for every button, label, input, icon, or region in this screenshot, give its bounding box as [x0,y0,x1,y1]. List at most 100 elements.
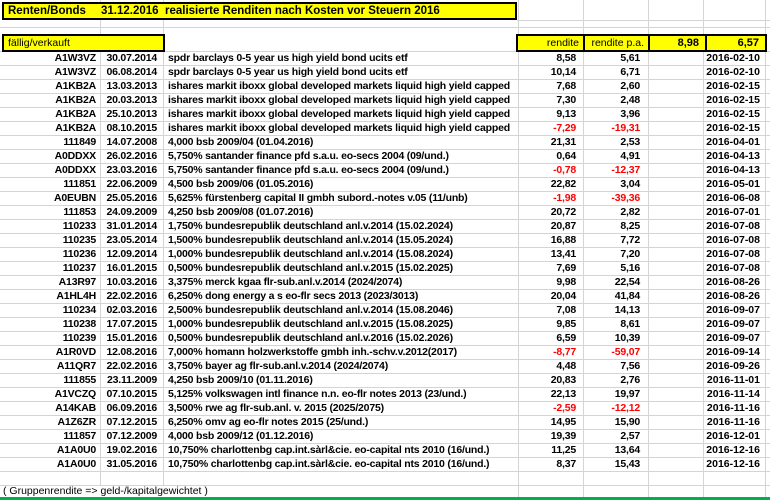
cell-rendite[interactable]: 7,30 [556,94,576,106]
cell-buy-date[interactable]: 23.11.2009 [107,374,157,386]
cell-rendite[interactable]: 13,41 [550,248,576,260]
cell-rendite[interactable]: 9,85 [556,318,576,330]
cell-wkn-id[interactable]: A1HL4H [56,290,96,302]
cell-wkn-id[interactable]: A1Z6ZR [57,416,97,428]
cell-rendite-pa[interactable]: 2,53 [620,136,640,148]
cell-sell-date[interactable]: 2016-02-15 [706,122,760,134]
cell-rendite[interactable]: -7,29 [553,122,576,134]
cell-buy-date[interactable]: 12.09.2014 [106,248,157,260]
cell-security-name[interactable]: spdr barclays 0-5 year us high yield bon… [168,52,408,64]
cell-sell-date[interactable]: 2016-12-16 [706,458,760,470]
cell-sell-date[interactable]: 2016-04-13 [706,150,760,162]
cell-security-name[interactable]: 3,375% merck kgaa flr-sub.anl.v.2014 (20… [168,276,403,288]
cell-rendite[interactable]: 11,25 [551,444,576,456]
cell-rendite[interactable]: 4,48 [556,360,576,372]
cell-sell-date[interactable]: 2016-09-07 [706,318,760,330]
cell-security-name[interactable]: 4,000 bsb 2009/04 (01.04.2016) [168,136,314,148]
cell-security-name[interactable]: 7,000% homann holzwerkstoffe gmbh inh.-s… [168,346,457,358]
cell-rendite[interactable]: -8,77 [553,346,576,358]
cell-security-name[interactable]: ishares markit iboxx global developed ma… [168,80,510,92]
cell-security-name[interactable]: 5,750% santander finance pfd s.a.u. eo-s… [168,150,449,162]
cell-rendite[interactable]: 9,13 [556,108,576,120]
cell-rendite-pa[interactable]: 5,61 [620,52,640,64]
cell-wkn-id[interactable]: A0DDXX [54,164,97,176]
cell-buy-date[interactable]: 23.03.2016 [106,164,157,176]
cell-rendite-pa[interactable]: -19,31 [611,122,640,134]
cell-security-name[interactable]: 0,500% bundesrepublik deutschland anl.v.… [168,262,453,274]
cell-wkn-id[interactable]: A1A0U0 [56,444,96,456]
cell-buy-date[interactable]: 15.01.2016 [106,332,157,344]
cell-buy-date[interactable]: 22.02.2016 [106,360,157,372]
cell-rendite-pa[interactable]: 2,48 [620,94,640,106]
cell-rendite-pa[interactable]: 8,25 [620,220,640,232]
cell-buy-date[interactable]: 16.01.2015 [106,262,157,274]
cell-buy-date[interactable]: 12.08.2016 [106,346,157,358]
cell-rendite-pa[interactable]: 3,96 [620,108,640,120]
cell-rendite[interactable]: 22,82 [550,178,576,190]
cell-rendite[interactable]: 9,98 [556,276,576,288]
cell-rendite-pa[interactable]: 2,60 [620,80,640,92]
cell-wkn-id[interactable]: 110238 [62,318,96,330]
cell-buy-date[interactable]: 08.10.2015 [106,122,157,134]
cell-buy-date[interactable]: 31.05.2016 [106,458,157,470]
cell-rendite-pa[interactable]: -12,12 [611,402,640,414]
cell-buy-date[interactable]: 06.09.2016 [106,402,157,414]
cell-rendite[interactable]: -0,78 [553,164,576,176]
cell-sell-date[interactable]: 2016-04-01 [706,136,760,148]
header-cell-total-rendite-pa[interactable]: 6,57 [705,34,767,52]
cell-buy-date[interactable]: 02.03.2016 [106,304,157,316]
group-return-note[interactable]: ( Gruppenrendite => geld-/kapitalgewicht… [3,485,208,497]
cell-wkn-id[interactable]: 111857 [63,430,96,442]
cell-buy-date[interactable]: 07.10.2015 [106,388,157,400]
cell-security-name[interactable]: 5,625% fürstenberg capital II gmbh subor… [168,192,468,204]
cell-rendite-pa[interactable]: 3,04 [620,178,640,190]
cell-buy-date[interactable]: 23.05.2014 [106,234,157,246]
cell-rendite-pa[interactable]: 13,64 [614,444,640,456]
cell-rendite-pa[interactable]: 7,72 [620,234,640,246]
cell-rendite-pa[interactable]: 15,43 [614,458,640,470]
cell-wkn-id[interactable]: A1KB2A [55,108,96,120]
cell-security-name[interactable]: 2,500% bundesrepublik deutschland anl.v.… [168,304,453,316]
cell-rendite[interactable]: -2,59 [553,402,576,414]
cell-buy-date[interactable]: 31.01.2014 [106,220,157,232]
cell-wkn-id[interactable]: A1KB2A [55,122,96,134]
cell-wkn-id[interactable]: A1VCZQ [54,388,97,400]
cell-rendite[interactable]: 8,58 [556,52,576,64]
cell-sell-date[interactable]: 2016-05-01 [706,178,760,190]
cell-sell-date[interactable]: 2016-07-08 [706,248,760,260]
cell-sell-date[interactable]: 2016-09-26 [706,360,760,372]
cell-sell-date[interactable]: 2016-11-16 [706,416,760,428]
cell-security-name[interactable]: 1,500% bundesrepublik deutschland anl.v.… [168,234,453,246]
cell-buy-date[interactable]: 17.07.2015 [106,318,157,330]
cell-sell-date[interactable]: 2016-12-01 [706,430,760,442]
cell-security-name[interactable]: 0,500% bundesrepublik deutschland anl.v.… [168,332,453,344]
cell-rendite-pa[interactable]: 7,20 [620,248,640,260]
cell-sell-date[interactable]: 2016-02-15 [706,108,760,120]
cell-sell-date[interactable]: 2016-04-13 [706,164,760,176]
cell-buy-date[interactable]: 13.03.2013 [106,80,157,92]
cell-rendite-pa[interactable]: 22,54 [614,276,640,288]
cell-rendite[interactable]: 20,87 [550,220,576,232]
cell-rendite[interactable]: 0,64 [556,150,576,162]
cell-rendite[interactable]: 6,59 [556,332,576,344]
cell-wkn-id[interactable]: A11QR7 [56,360,96,372]
cell-rendite[interactable]: 7,08 [556,304,576,316]
cell-buy-date[interactable]: 26.02.2016 [106,150,157,162]
cell-wkn-id[interactable]: 110239 [62,332,96,344]
cell-sell-date[interactable]: 2016-07-08 [706,262,760,274]
cell-security-name[interactable]: 6,250% dong energy a s eo-flr secs 2013 … [168,290,419,302]
cell-sell-date[interactable]: 2016-02-15 [706,80,760,92]
cell-security-name[interactable]: 10,750% charlottenbg cap.int.sàrl&cie. e… [168,444,490,456]
cell-rendite-pa[interactable]: 10,39 [614,332,640,344]
cell-rendite[interactable]: 8,37 [556,458,576,470]
cell-sell-date[interactable]: 2016-02-10 [706,52,760,64]
cell-rendite-pa[interactable]: 19,97 [614,388,640,400]
cell-security-name[interactable]: 3,750% bayer ag flr-sub.anl.v.2014 (2024… [168,360,388,372]
cell-rendite-pa[interactable]: -39,36 [611,192,640,204]
header-cell-rendite[interactable]: rendite [516,34,585,52]
cell-buy-date[interactable]: 14.07.2008 [106,136,157,148]
header-cell-total-rendite[interactable]: 8,98 [648,34,707,52]
cell-rendite-pa[interactable]: 15,90 [614,416,640,428]
header-cell-status[interactable]: fällig/verkauft [2,34,165,52]
cell-wkn-id[interactable]: A1R0VD [55,346,96,358]
